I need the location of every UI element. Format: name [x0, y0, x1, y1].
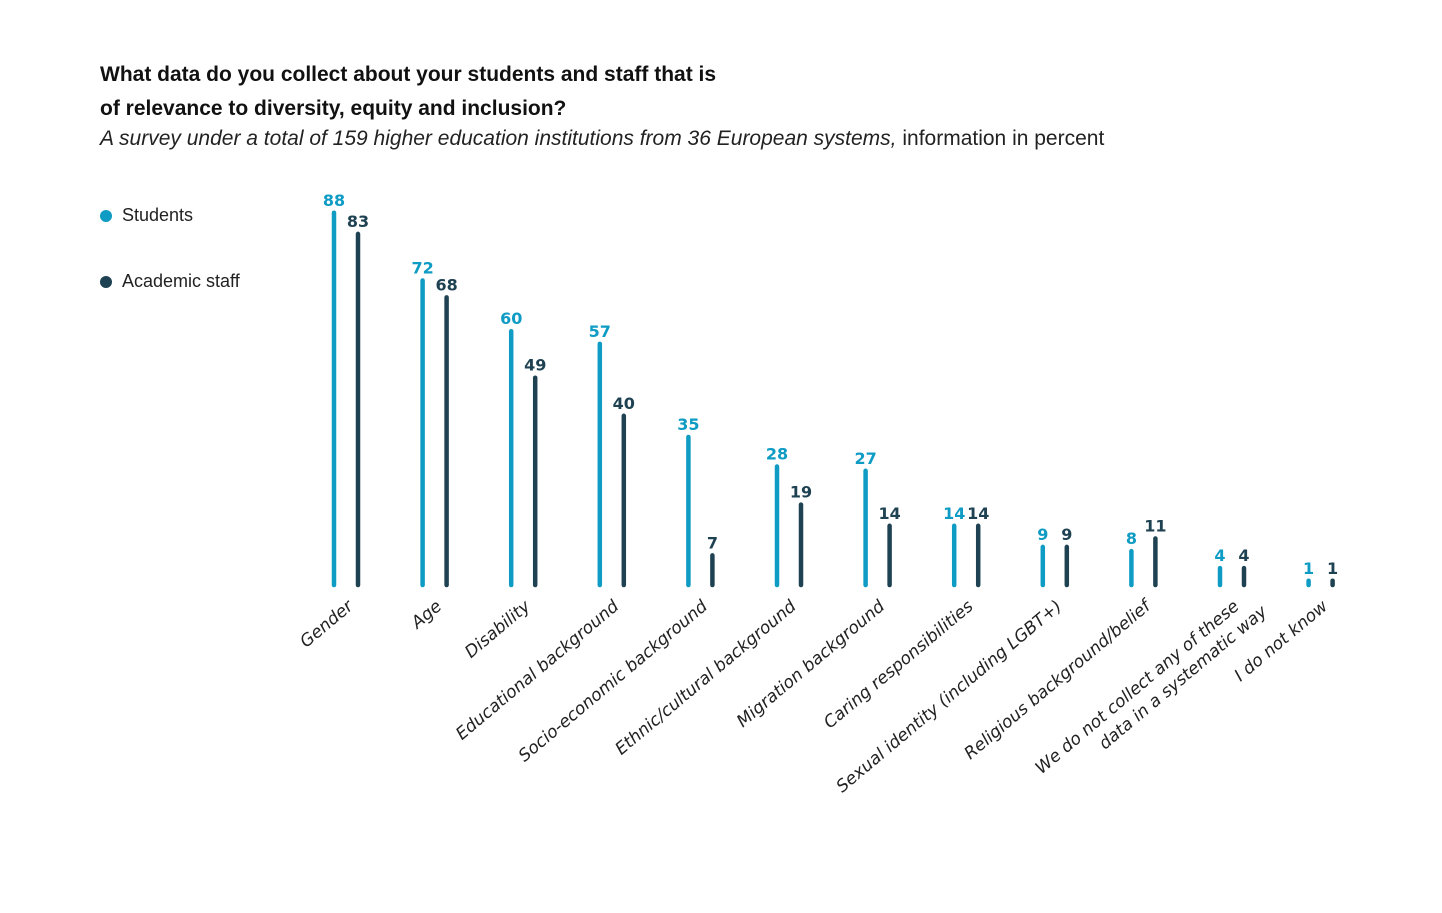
value-label-academic-staff: 7 [707, 533, 718, 552]
subtitle-italic: A survey under a total of 159 higher edu… [100, 127, 897, 150]
category-label: Religious background/belief [961, 595, 1157, 764]
category-label: I do not know [1231, 596, 1332, 685]
value-label-academic-staff: 19 [790, 483, 812, 502]
legend-label-students: Students [122, 205, 194, 225]
legend-item-academic-staff: Academic staff [100, 271, 240, 292]
value-label-students: 27 [854, 449, 876, 468]
subtitle-plain: information in percent [896, 127, 1105, 150]
category-label: Gender [296, 596, 358, 652]
value-label-academic-staff: 68 [435, 275, 457, 294]
legend-label-academic-staff: Academic staff [122, 271, 240, 291]
value-label-academic-staff: 4 [1238, 546, 1249, 565]
value-label-academic-staff: 40 [613, 394, 635, 413]
category-label: Ethnic/cultural background [612, 596, 801, 759]
value-label-academic-staff: 14 [967, 504, 989, 523]
value-label-academic-staff: 83 [347, 212, 369, 231]
value-label-students: 28 [766, 445, 788, 464]
value-label-academic-staff: 1 [1327, 559, 1338, 578]
category-label: Disability [461, 596, 535, 663]
category-label: We do not collect any of thesedata in a … [1032, 584, 1272, 795]
value-label-students: 35 [677, 415, 699, 434]
legend-marker-academic-staff [100, 275, 112, 288]
category-label: Migration background [733, 596, 889, 731]
value-label-students: 72 [411, 258, 433, 277]
value-label-students: 57 [589, 322, 611, 341]
value-label-students: 4 [1214, 546, 1225, 565]
value-label-academic-staff: 11 [1144, 516, 1166, 535]
category-label: Age [407, 597, 446, 634]
category-label: Educational background [452, 596, 623, 744]
chart-title-line-2: of relevance to diversity, equity and in… [100, 97, 567, 120]
value-label-students: 60 [500, 309, 522, 328]
value-label-students: 8 [1126, 529, 1137, 548]
chart-subtitle: A survey under a total of 159 higher edu… [100, 124, 1104, 154]
category-label: Socio-economic background [515, 596, 712, 766]
value-label-academic-staff: 9 [1061, 525, 1072, 544]
value-label-students: 1 [1303, 559, 1314, 578]
value-label-students: 14 [943, 504, 965, 523]
category-label: Caring responsibilities [820, 596, 977, 733]
chart-title: What data do you collect about your stud… [100, 58, 716, 126]
value-label-academic-staff: 49 [524, 356, 546, 375]
legend-marker-students [100, 209, 112, 222]
legend-item-students: Students [100, 205, 193, 226]
value-label-students: 9 [1037, 525, 1048, 544]
value-label-students: 88 [323, 191, 345, 210]
chart-title-line-1: What data do you collect about your stud… [100, 63, 717, 86]
value-label-academic-staff: 14 [878, 504, 900, 523]
